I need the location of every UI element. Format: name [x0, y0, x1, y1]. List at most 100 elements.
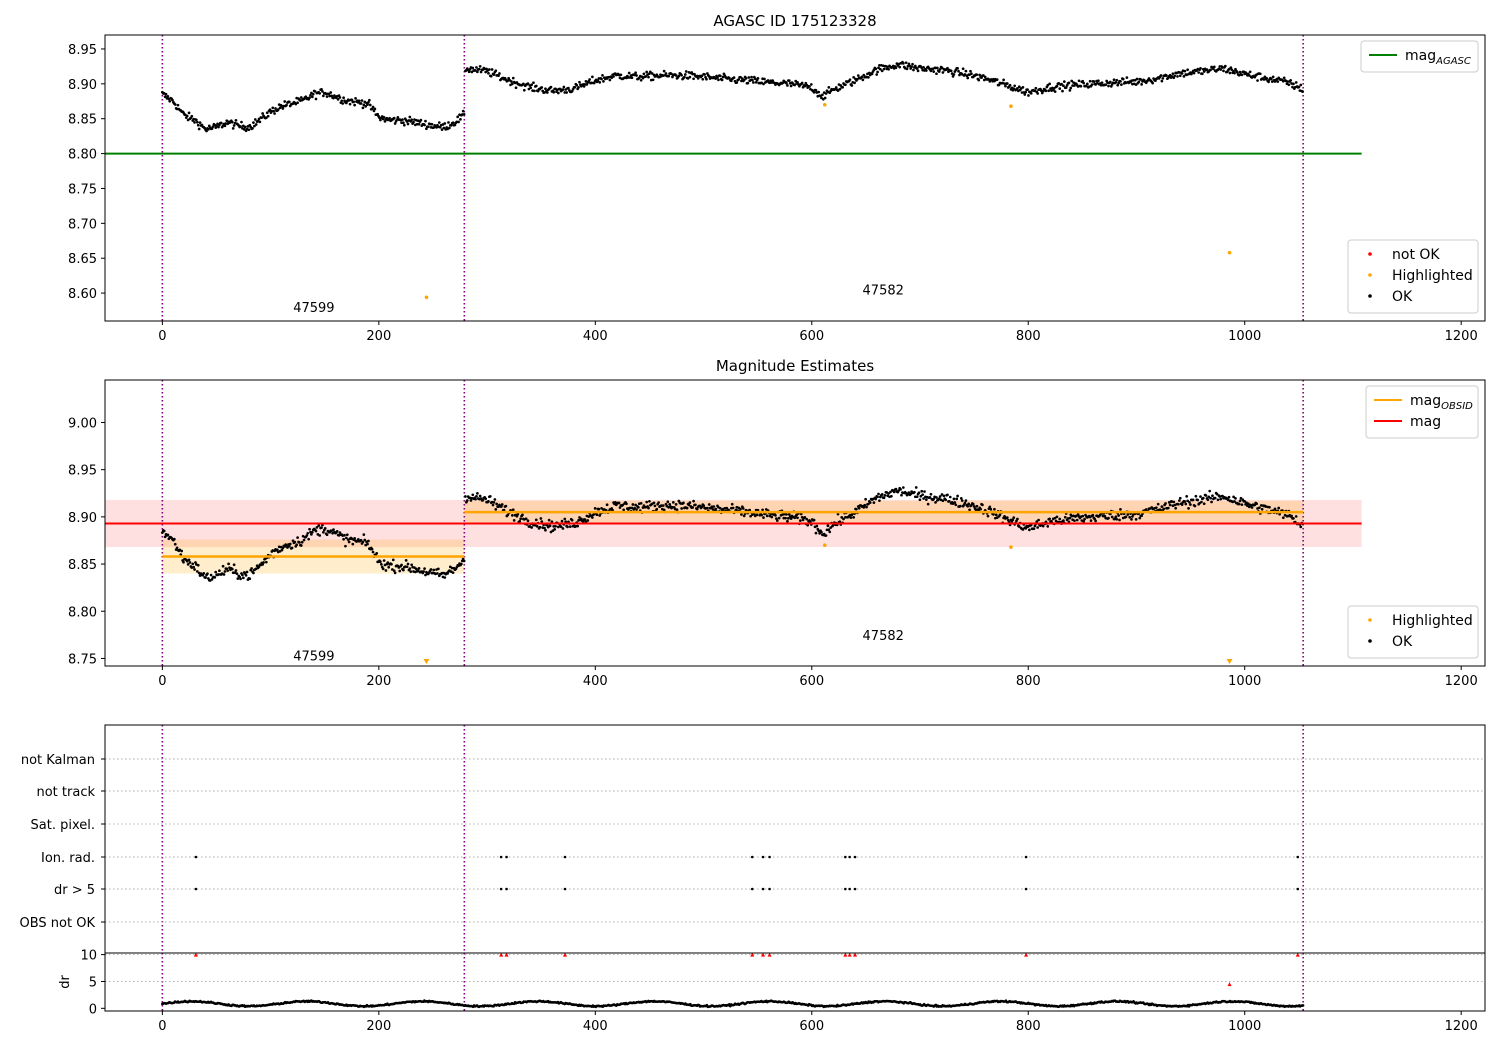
agasc-ok-point [907, 62, 911, 66]
agasc-ok-point [412, 120, 415, 124]
estimates-ok-point [591, 516, 594, 519]
estimates-obsid-label: 47582 [863, 629, 904, 644]
agasc-ok-point [529, 86, 533, 90]
agasc-ok-point [664, 72, 668, 75]
agasc-ok-point [533, 89, 536, 93]
estimates-ok-point [960, 499, 964, 502]
estimates-ok-point [809, 520, 812, 524]
flags-event-point [853, 855, 857, 859]
estimates-ok-point [315, 526, 319, 529]
estimates-ok-point [1239, 496, 1243, 500]
agasc-panel: AGASC ID 175123328 47599 47582 0 200 400 600 80… [68, 12, 1486, 344]
estimates-ok-point [914, 486, 918, 489]
estimates-ok-point [1227, 495, 1231, 499]
estimates-ok-point [956, 494, 959, 498]
agasc-ok-point [340, 99, 344, 103]
estimates-ok-point [206, 572, 209, 576]
estimates-ok-point [320, 526, 323, 529]
agasc-ok-point [1067, 81, 1071, 85]
agasc-ok-point [970, 72, 973, 76]
estimates-ok-point [476, 492, 479, 495]
agasc-ok-point [1058, 87, 1062, 90]
estimates-ok-point [775, 519, 779, 522]
agasc-ok-point [1088, 79, 1092, 83]
agasc-ok-point [1240, 73, 1244, 77]
agasc-ok-point [484, 70, 488, 74]
estimates-ok-point [370, 547, 374, 551]
estimates-ok-point [422, 570, 425, 573]
agasc-ok-point [684, 70, 688, 73]
estimates-ok-point [630, 506, 634, 510]
agasc-ok-point [766, 79, 770, 82]
agasc-ok-point [1085, 82, 1089, 86]
flags-event-point [1296, 855, 1300, 859]
estimates-ok-point [648, 499, 651, 503]
estimates-ok-point [429, 568, 433, 571]
agasc-ok-point [197, 127, 201, 131]
estimates-ok-point [706, 506, 709, 510]
agasc-ok-point [448, 126, 451, 130]
agasc-ok-point [940, 66, 944, 70]
estimates-ok-point [883, 494, 887, 497]
agasc-ok-point [522, 88, 526, 92]
estimates-ok-point [617, 501, 621, 505]
estimates-ok-point [353, 536, 356, 540]
estimates-ok-point [392, 569, 396, 573]
estimates-ok-point [674, 503, 678, 506]
agasc-ok-point [1012, 87, 1016, 90]
agasc-ok-point [442, 126, 446, 130]
estimates-ok-point [622, 508, 626, 512]
estimates-ok-point [1091, 513, 1095, 517]
estimates-ok-point [1174, 506, 1178, 510]
agasc-ok-point [1269, 77, 1273, 81]
estimates-ok-point [932, 497, 936, 501]
estimates-ok-point [175, 546, 179, 550]
agasc-ok-point [467, 70, 471, 74]
agasc-ok-point [497, 74, 500, 77]
agasc-ok-point [234, 119, 238, 122]
agasc-ok-point [1055, 84, 1059, 88]
estimates-ok-point [864, 497, 867, 501]
agasc-ok-point [1060, 82, 1063, 86]
agasc-ok-point [941, 71, 945, 74]
agasc-ok-point [578, 80, 581, 84]
estimates-ok-point [598, 514, 602, 517]
agasc-ok-point [877, 66, 880, 70]
agasc-ok-point [1276, 80, 1280, 83]
agasc-ok-point [591, 75, 594, 79]
agasc-ok-point [1267, 80, 1270, 84]
agasc-ok-point [630, 76, 634, 80]
agasc-highlighted-point [1227, 250, 1232, 255]
estimates-ok-point [560, 519, 564, 523]
estimates-ok-point [318, 534, 322, 537]
dr-xtick-label: 0 [158, 1019, 166, 1034]
estimates-ok-point [1016, 517, 1019, 521]
estimates-ok-point [964, 499, 968, 502]
agasc-ok-point [1223, 64, 1227, 68]
estimates-ok-point [1119, 508, 1122, 511]
estimates-ok-point [295, 543, 299, 547]
estimates-ok-point [1032, 527, 1036, 531]
agasc-ok-point [406, 122, 410, 126]
agasc-ok-point [230, 120, 234, 124]
estimates-ok-point [919, 494, 923, 498]
estimates-ok-point [653, 504, 657, 508]
estimates-ok-point [868, 501, 872, 504]
estimates-ok-point [702, 504, 706, 507]
agasc-ok-point [490, 68, 494, 71]
estimates-ok-point [1277, 506, 1281, 510]
agasc-ok-point [430, 122, 434, 126]
estimates-ytick-label: 9.00 [68, 416, 97, 431]
agasc-ok-point [419, 118, 423, 122]
estimates-ok-point [901, 486, 905, 489]
agasc-ok-point [549, 85, 553, 89]
agasc-ok-point [751, 78, 754, 82]
agasc-ok-point [1002, 78, 1005, 82]
estimates-ok-point [762, 516, 765, 520]
agasc-ok-point [983, 75, 987, 79]
agasc-ok-point [423, 123, 426, 127]
agasc-ok-point [1229, 66, 1233, 69]
estimates-ok-point [685, 506, 689, 510]
estimates-ok-point [1232, 495, 1235, 499]
agasc-ok-point [361, 106, 365, 110]
